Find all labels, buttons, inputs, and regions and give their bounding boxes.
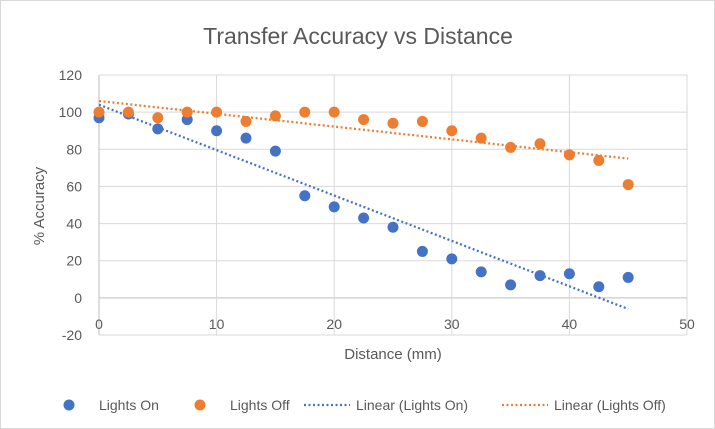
y-axis-label: % Accuracy bbox=[31, 166, 48, 245]
y-tick-label: 0 bbox=[74, 290, 82, 306]
point-lights-on bbox=[416, 245, 428, 257]
y-tick-labels: -20 0 20 40 60 80 100 120 bbox=[59, 67, 83, 343]
point-lights-off bbox=[593, 154, 605, 166]
legend-label: Lights On bbox=[99, 397, 159, 413]
legend-marker bbox=[194, 399, 206, 411]
x-tick-label: 30 bbox=[444, 316, 460, 332]
point-lights-on bbox=[211, 125, 223, 137]
x-tick-label: 40 bbox=[562, 316, 578, 332]
y-tick-label: 120 bbox=[59, 67, 83, 83]
point-lights-on bbox=[152, 123, 164, 135]
point-lights-off bbox=[269, 110, 281, 122]
gridlines bbox=[98, 74, 688, 336]
point-lights-off bbox=[181, 106, 193, 118]
chart-title: Transfer Accuracy vs Distance bbox=[203, 23, 513, 49]
point-lights-on bbox=[240, 132, 252, 144]
point-lights-off bbox=[93, 106, 105, 118]
point-lights-off bbox=[416, 115, 428, 127]
point-lights-off bbox=[358, 114, 370, 126]
point-lights-on bbox=[358, 212, 370, 224]
point-lights-off bbox=[505, 141, 517, 153]
data-points bbox=[93, 106, 634, 293]
x-axis-label: Distance (mm) bbox=[344, 346, 442, 363]
legend-label: Lights Off bbox=[230, 397, 290, 413]
legend-linear-lights-off: Linear (Lights Off) bbox=[502, 397, 666, 413]
point-lights-off bbox=[240, 115, 252, 127]
point-lights-off bbox=[534, 138, 546, 150]
y-tick-label: 20 bbox=[66, 253, 82, 269]
trendline bbox=[98, 99, 629, 160]
trendlines bbox=[98, 99, 629, 311]
legend-linear-lights-on: Linear (Lights On) bbox=[304, 397, 468, 413]
legend-lights-off: Lights Off bbox=[194, 397, 290, 413]
x-tick-label: 50 bbox=[679, 316, 695, 332]
trendline bbox=[98, 103, 629, 311]
point-lights-off bbox=[328, 106, 340, 118]
legend-label: Linear (Lights Off) bbox=[554, 397, 666, 413]
point-lights-off bbox=[622, 179, 634, 191]
y-tick-label: 60 bbox=[66, 178, 82, 194]
x-tick-label: 0 bbox=[95, 316, 103, 332]
point-lights-on bbox=[563, 268, 575, 280]
point-lights-off bbox=[122, 106, 134, 118]
point-lights-on bbox=[328, 201, 340, 213]
point-lights-on bbox=[534, 270, 546, 282]
point-lights-on bbox=[505, 279, 517, 291]
y-tick-label: 40 bbox=[66, 216, 82, 232]
x-tick-label: 10 bbox=[209, 316, 225, 332]
point-lights-on bbox=[446, 253, 458, 265]
legend: Lights On Lights Off Linear (Lights On) Lin… bbox=[63, 397, 666, 413]
legend-marker bbox=[63, 399, 75, 411]
point-lights-off bbox=[299, 106, 311, 118]
point-lights-off bbox=[475, 132, 487, 144]
x-tick-label: 20 bbox=[326, 316, 342, 332]
y-tick-label: 80 bbox=[66, 141, 82, 157]
point-lights-off bbox=[152, 112, 164, 124]
point-lights-on bbox=[269, 145, 281, 157]
legend-label: Linear (Lights On) bbox=[356, 397, 468, 413]
point-lights-on bbox=[593, 281, 605, 293]
y-tick-label: -20 bbox=[62, 327, 82, 343]
point-lights-on bbox=[622, 271, 634, 283]
point-lights-on bbox=[387, 221, 399, 233]
point-lights-off bbox=[387, 117, 399, 129]
x-tick-labels: 0 10 20 30 40 50 bbox=[95, 316, 695, 332]
point-lights-on bbox=[475, 266, 487, 278]
point-lights-on bbox=[299, 190, 311, 202]
y-tick-label: 100 bbox=[59, 104, 83, 120]
point-lights-off bbox=[563, 149, 575, 161]
point-lights-off bbox=[446, 125, 458, 137]
legend-lights-on: Lights On bbox=[63, 397, 159, 413]
point-lights-off bbox=[211, 106, 223, 118]
